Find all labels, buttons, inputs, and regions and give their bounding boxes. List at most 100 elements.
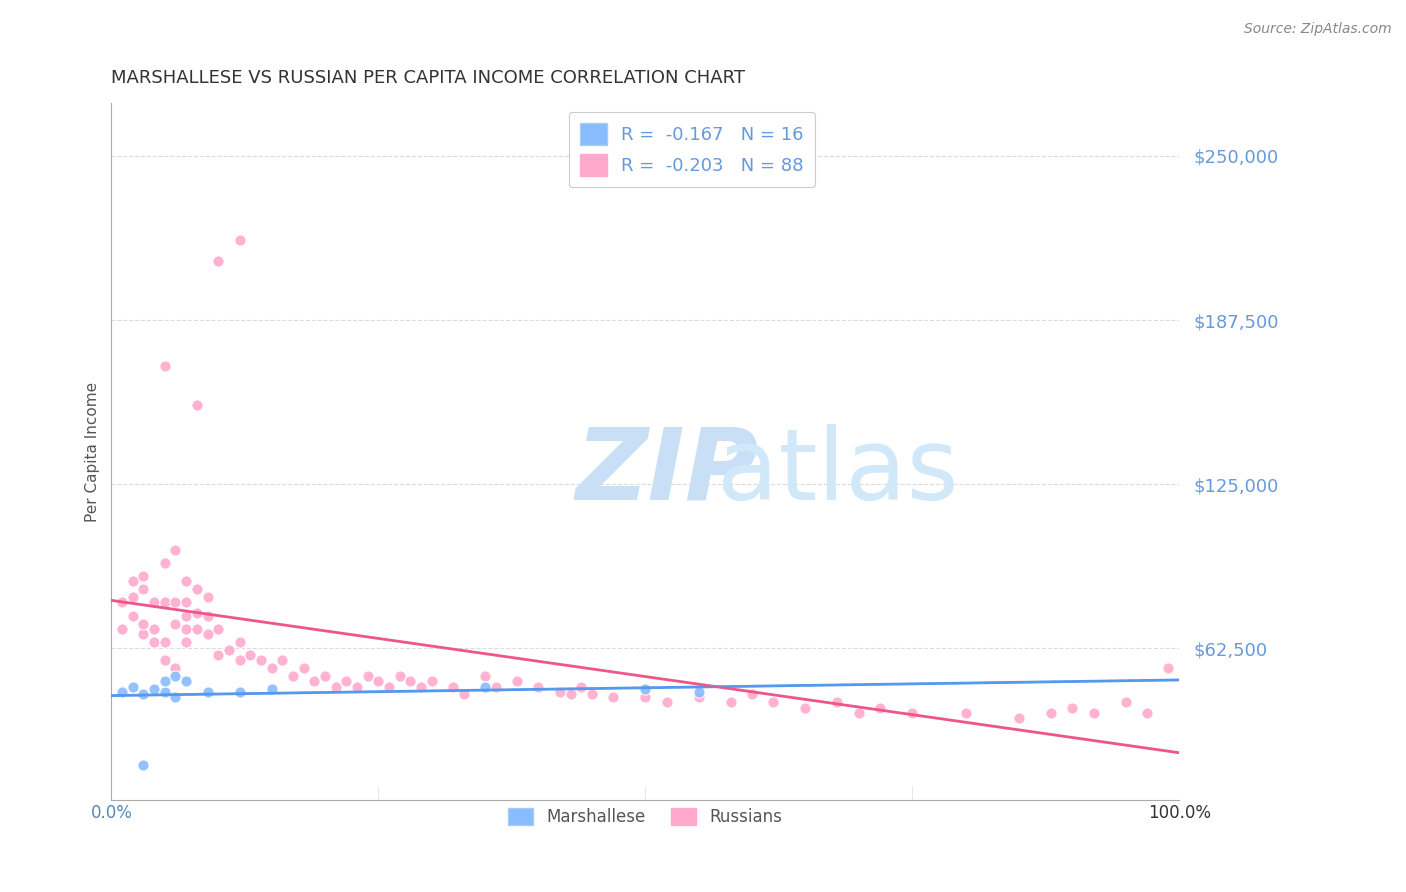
Point: [121, 680, 143, 694]
Point: [165, 661, 187, 675]
Point: [548, 685, 571, 699]
Point: [367, 674, 389, 689]
Point: [186, 582, 208, 597]
Point: [388, 669, 411, 683]
Point: [420, 674, 443, 689]
Point: [121, 574, 143, 589]
Point: [153, 635, 176, 649]
Text: MARSHALLESE VS RUSSIAN PER CAPITA INCOME CORRELATION CHART: MARSHALLESE VS RUSSIAN PER CAPITA INCOME…: [111, 69, 745, 87]
Point: [174, 574, 197, 589]
Point: [560, 688, 582, 702]
Point: [111, 595, 134, 609]
Point: [827, 695, 849, 709]
Text: atlas: atlas: [717, 424, 959, 521]
Point: [132, 582, 155, 597]
Point: [153, 674, 176, 689]
Y-axis label: Per Capita Income: Per Capita Income: [86, 382, 100, 522]
Point: [228, 635, 250, 649]
Point: [207, 648, 229, 662]
Point: [292, 661, 315, 675]
Point: [186, 399, 208, 413]
Point: [409, 680, 432, 694]
Point: [165, 616, 187, 631]
Point: [197, 608, 219, 623]
Point: [174, 622, 197, 636]
Point: [634, 690, 657, 704]
Point: [325, 680, 347, 694]
Point: [1008, 711, 1031, 725]
Point: [869, 700, 891, 714]
Point: [602, 690, 624, 704]
Point: [474, 680, 496, 694]
Point: [228, 653, 250, 667]
Point: [121, 608, 143, 623]
Point: [132, 758, 155, 772]
Point: [143, 622, 166, 636]
Point: [399, 674, 422, 689]
Point: [281, 669, 304, 683]
Point: [153, 595, 176, 609]
Point: [132, 688, 155, 702]
Point: [1062, 700, 1084, 714]
Point: [901, 706, 924, 720]
Point: [506, 674, 529, 689]
Point: [260, 661, 283, 675]
Point: [741, 688, 763, 702]
Point: [527, 680, 550, 694]
Point: [335, 674, 357, 689]
Point: [346, 680, 368, 694]
Point: [174, 635, 197, 649]
Point: [271, 653, 294, 667]
Point: [378, 680, 401, 694]
Point: [218, 642, 240, 657]
Point: [143, 682, 166, 697]
Point: [314, 669, 336, 683]
Point: [239, 648, 262, 662]
Text: Source: ZipAtlas.com: Source: ZipAtlas.com: [1244, 22, 1392, 37]
Point: [186, 622, 208, 636]
Point: [1115, 695, 1137, 709]
Point: [228, 685, 250, 699]
Point: [111, 685, 134, 699]
Point: [688, 685, 710, 699]
Point: [143, 595, 166, 609]
Point: [132, 627, 155, 641]
Point: [228, 233, 250, 247]
Point: [356, 669, 378, 683]
Point: [1136, 706, 1159, 720]
Point: [121, 591, 143, 605]
Point: [794, 700, 817, 714]
Point: [250, 653, 273, 667]
Point: [197, 591, 219, 605]
Point: [153, 556, 176, 570]
Point: [132, 616, 155, 631]
Point: [174, 595, 197, 609]
Point: [197, 685, 219, 699]
Point: [207, 622, 229, 636]
Point: [143, 635, 166, 649]
Text: ZIP: ZIP: [576, 424, 759, 521]
Point: [165, 690, 187, 704]
Point: [453, 688, 475, 702]
Point: [174, 674, 197, 689]
Point: [165, 669, 187, 683]
Point: [955, 706, 977, 720]
Point: [581, 688, 603, 702]
Point: [153, 685, 176, 699]
Point: [1083, 706, 1105, 720]
Point: [441, 680, 464, 694]
Point: [197, 627, 219, 641]
Point: [848, 706, 870, 720]
Point: [688, 690, 710, 704]
Point: [474, 669, 496, 683]
Point: [111, 622, 134, 636]
Point: [153, 653, 176, 667]
Point: [655, 695, 678, 709]
Point: [634, 682, 657, 697]
Point: [1157, 661, 1180, 675]
Point: [165, 595, 187, 609]
Point: [485, 680, 508, 694]
Point: [762, 695, 785, 709]
Point: [153, 359, 176, 373]
Point: [720, 695, 742, 709]
